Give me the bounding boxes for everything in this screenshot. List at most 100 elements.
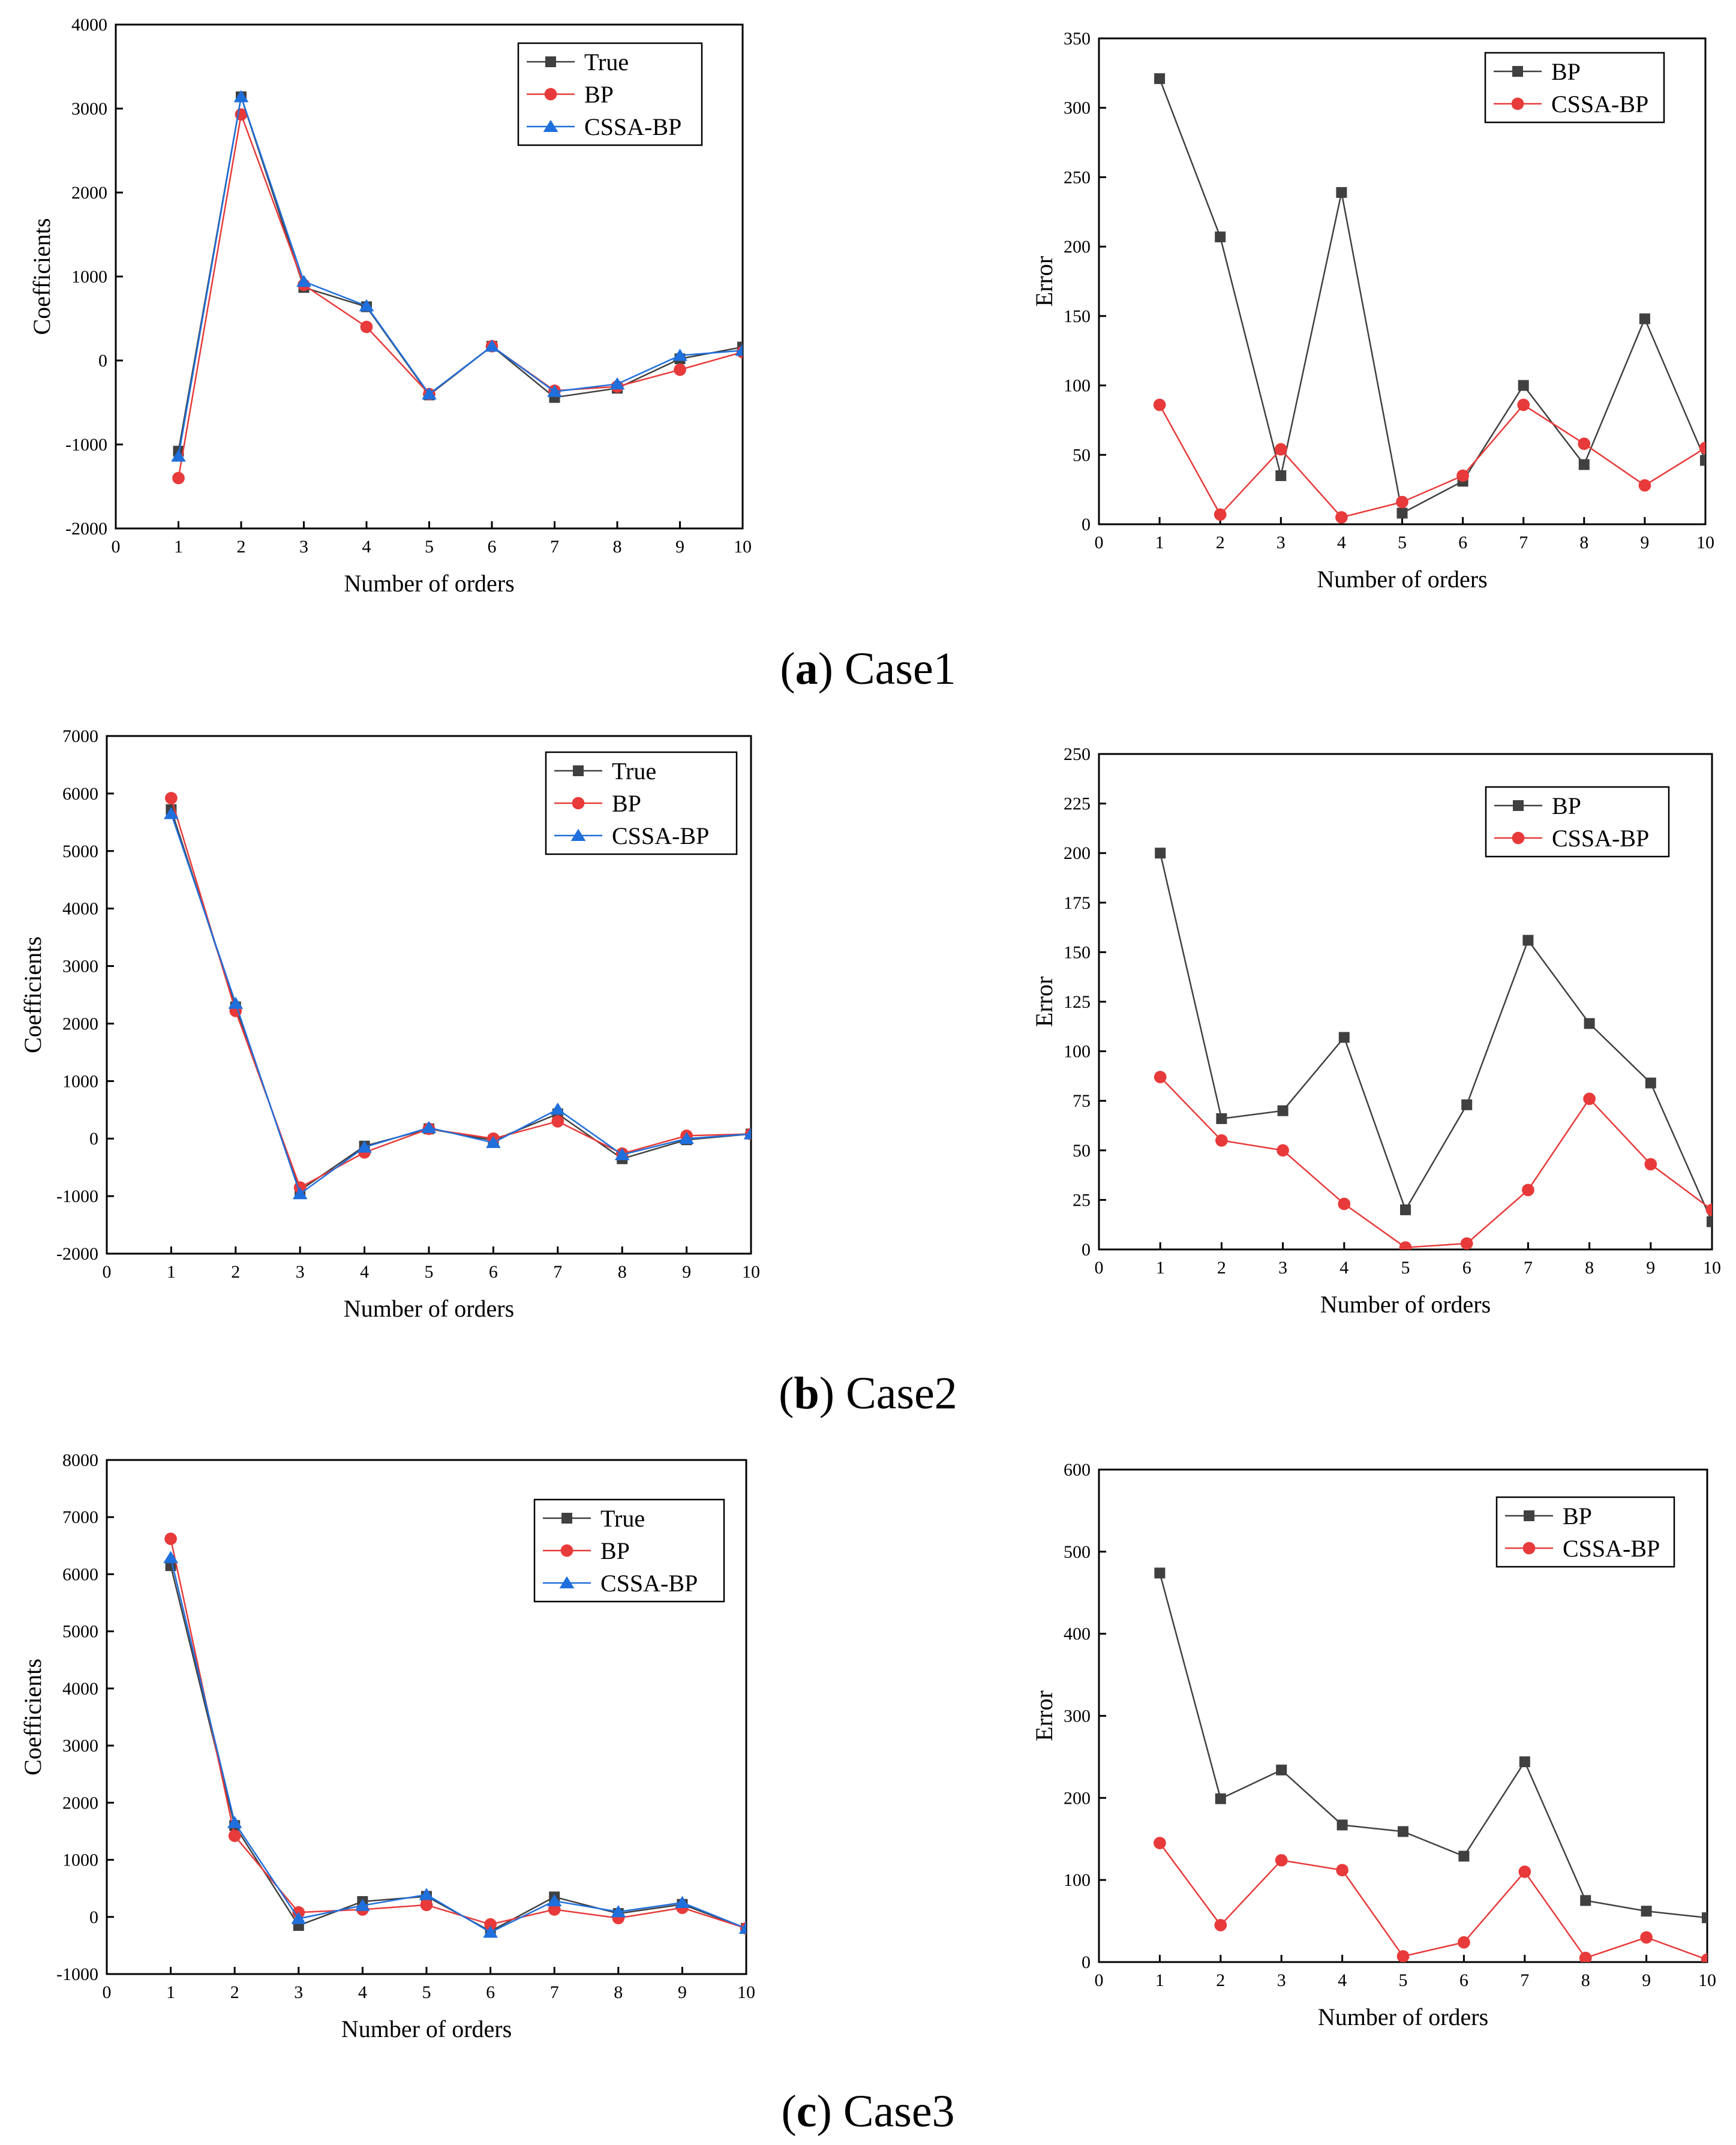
x-tick-label: 9: [1642, 1970, 1651, 1990]
series-group: [164, 792, 751, 1200]
legend-box: [1484, 52, 1665, 124]
data-point-cssa-bp: [1583, 1092, 1596, 1105]
data-point-bp: [1700, 455, 1705, 466]
data-point-cssa-bp: [1396, 1950, 1410, 1962]
x-axis-label: Number of orders: [1317, 566, 1487, 593]
data-point-cssa-bp: [357, 1140, 372, 1153]
y-tick-label: 125: [1064, 992, 1091, 1012]
y-tick-label: 6000: [62, 784, 98, 804]
data-point-cssa-bp: [1578, 437, 1591, 450]
x-tick-label: 5: [425, 537, 434, 557]
y-tick-label: 300: [1064, 1707, 1091, 1726]
data-point-bp: [165, 792, 178, 804]
series-line-cssa-bp: [1159, 404, 1705, 518]
x-tick-label: 7: [553, 1262, 562, 1282]
data-point-cssa-bp: [1154, 1071, 1167, 1083]
data-point-cssa-bp: [1335, 511, 1348, 524]
data-point-cssa-bp: [1640, 1931, 1653, 1944]
caption: (c) Case3: [781, 2086, 954, 2137]
x-tick-label: 9: [1646, 1258, 1655, 1278]
data-point-cssa-bp: [292, 1187, 308, 1200]
y-axis-label: Coefficients: [28, 218, 55, 335]
data-point-bp: [1155, 848, 1166, 859]
x-tick-label: 6: [1458, 533, 1467, 552]
data-point-bp: [1584, 1018, 1595, 1029]
caption-paren: (: [779, 1368, 794, 1419]
data-point-bp: [674, 363, 686, 376]
legend-label: CSSA-BP: [600, 1570, 698, 1597]
data-point-cssa-bp: [1705, 1203, 1712, 1216]
series-group: [1153, 73, 1705, 524]
x-tick-label: 10: [1696, 533, 1714, 552]
chart-b-err: 0 1 2 3 4 5 6 7 8 9 100255075100125150175200225250…: [1031, 744, 1721, 1318]
data-point-cssa-bp: [550, 1102, 566, 1115]
x-tick-label: 5: [1398, 533, 1407, 552]
caption-paren: ): [819, 1368, 834, 1419]
y-axis-label: Error: [1031, 977, 1058, 1027]
legend-marker: [573, 765, 584, 776]
x-tick-label: 6: [488, 537, 497, 557]
data-point-cssa-bp: [291, 1912, 307, 1924]
y-tick-label: 4000: [62, 899, 98, 919]
series-line-cssa-bp: [1159, 1842, 1707, 1961]
data-point-bp: [360, 320, 373, 334]
data-point-bp: [1336, 187, 1347, 198]
legend-label: CSSA-BP: [1551, 91, 1648, 118]
x-tick-label: 8: [1579, 533, 1588, 552]
y-tick-label: 0: [1082, 1240, 1091, 1260]
data-point-bp: [1707, 1216, 1712, 1227]
x-tick-label: 2: [237, 537, 246, 557]
series-line-cssa-bp: [170, 813, 751, 1195]
x-tick-label: 8: [1581, 1970, 1590, 1990]
x-tick-label: 2: [231, 1262, 240, 1282]
legend-label: BP: [1552, 792, 1581, 819]
y-tick-label: 7000: [62, 726, 98, 746]
x-tick-label: 9: [675, 537, 684, 557]
legend-label: BP: [1563, 1503, 1592, 1530]
legend-marker: [559, 1576, 575, 1588]
series-line-cssa-bp: [1160, 1076, 1712, 1248]
caption-paren: ): [818, 644, 833, 694]
data-point-cssa-bp: [546, 1894, 562, 1907]
series-line-bp: [178, 111, 743, 479]
x-tick-label: 10: [734, 537, 752, 557]
x-tick-label: 9: [678, 1982, 687, 2002]
data-point-cssa-bp: [1701, 1953, 1707, 1962]
data-point-cssa-bp: [171, 449, 186, 462]
data-point-cssa-bp: [233, 90, 249, 103]
data-point-bp: [1154, 1567, 1166, 1579]
legend-label: CSSA-BP: [612, 822, 709, 849]
x-tick-label: 8: [613, 537, 622, 557]
legend-box: [1485, 786, 1670, 858]
y-tick-label: 200: [1064, 1788, 1091, 1808]
y-tick-label: 4000: [71, 15, 107, 35]
y-tick-label: 1000: [62, 1071, 98, 1091]
x-tick-label: 0: [1095, 1258, 1104, 1278]
x-tick-label: 3: [296, 1262, 305, 1282]
y-tick-label: 0: [1082, 1952, 1091, 1972]
y-axis-label: Error: [1031, 1690, 1058, 1741]
y-tick-label: 350: [1064, 29, 1091, 49]
data-point-cssa-bp: [359, 299, 374, 311]
data-point-cssa-bp: [1518, 1865, 1531, 1878]
x-tick-label: 1: [1155, 533, 1164, 552]
y-tick-label: 5000: [62, 1622, 98, 1642]
data-point-bp: [1578, 459, 1590, 470]
data-point-cssa-bp: [163, 1551, 178, 1563]
x-tick-label: 3: [1277, 533, 1286, 552]
legend-label: True: [600, 1505, 645, 1532]
data-point-cssa-bp: [421, 1120, 437, 1134]
data-point-cssa-bp: [735, 343, 743, 356]
y-axis-label: Error: [1031, 256, 1058, 307]
y-tick-label: 3000: [71, 99, 107, 119]
legend-marker: [1513, 800, 1524, 811]
caption: (b) Case2: [779, 1368, 957, 1419]
data-point-bp: [1702, 1912, 1707, 1924]
x-tick-label: 5: [425, 1262, 434, 1282]
caption-paren: ): [817, 2086, 832, 2137]
data-point-bp: [1458, 1850, 1470, 1862]
caption-paren: (: [780, 644, 795, 694]
x-tick-label: 4: [1337, 533, 1346, 552]
caption-text: Case1: [833, 644, 956, 694]
